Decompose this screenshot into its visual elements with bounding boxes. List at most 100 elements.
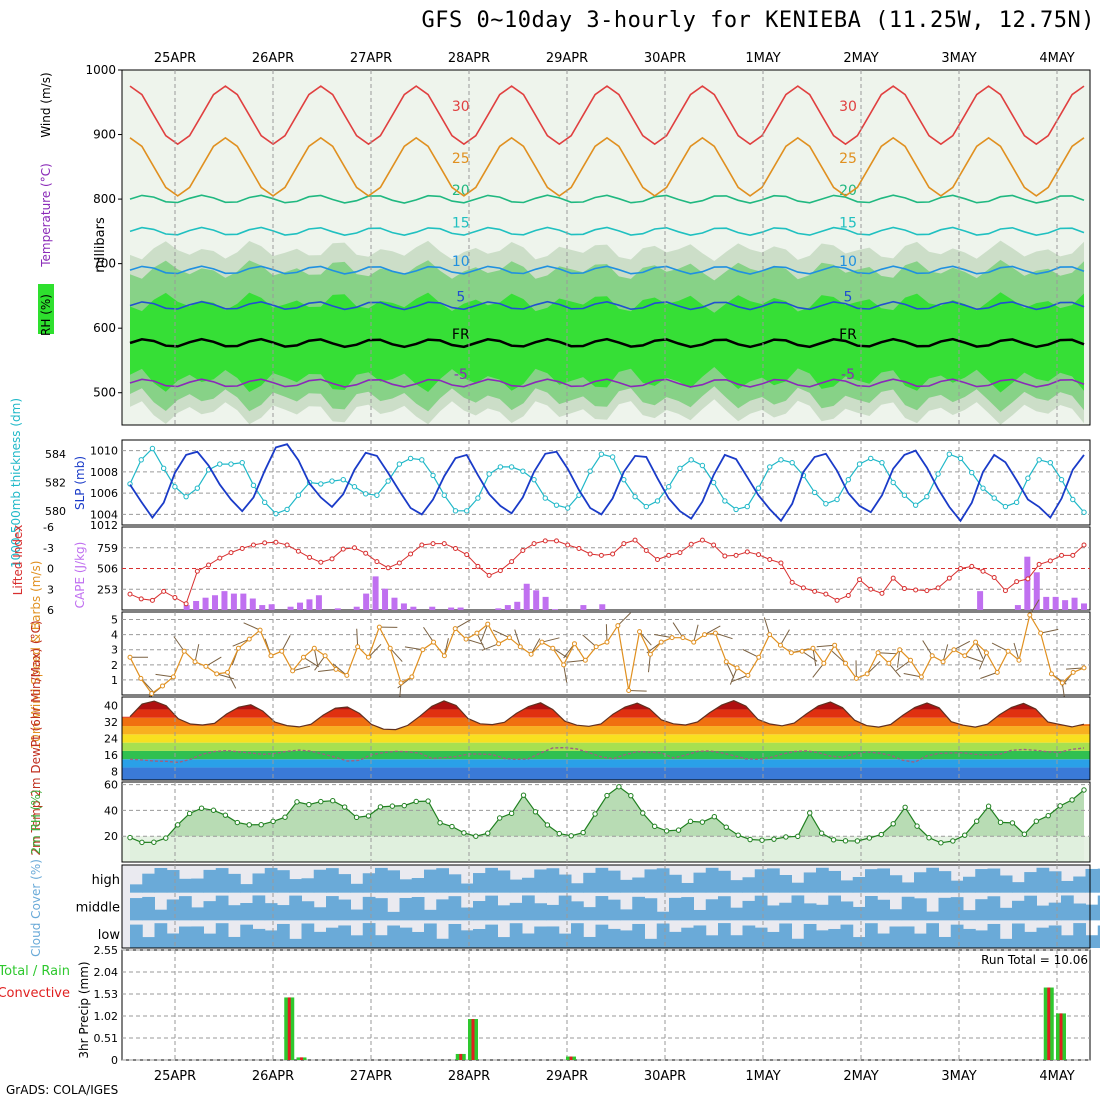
thickness-point-55	[744, 503, 750, 510]
wind-point-46	[626, 687, 632, 693]
cloud-1-7	[215, 895, 229, 921]
cloud-0-41	[632, 877, 645, 893]
rh2m-point-70	[962, 832, 968, 838]
cloud-0-34	[546, 868, 560, 893]
rh2m-point-25	[425, 798, 431, 804]
cape-axis-label: CAPE (J/kg)	[73, 542, 87, 609]
temp-band-3	[122, 742, 1090, 751]
wind-point-57	[745, 672, 751, 678]
li-point-5	[183, 601, 189, 607]
wind-point-29	[441, 653, 447, 659]
li-point-13	[273, 539, 279, 545]
wind-point-23	[376, 624, 382, 630]
cloud-1-9	[240, 903, 253, 921]
thickness-point-81	[1036, 457, 1042, 463]
cloud-1-45	[681, 897, 694, 921]
thickness-point-43	[609, 454, 616, 460]
rh2m-frame	[121, 781, 1091, 863]
rh2m-point-10	[246, 822, 252, 828]
wind-point-21	[355, 644, 361, 650]
cloud-0-50	[742, 877, 756, 893]
li-point-52	[711, 542, 717, 548]
temp-tick-3: 32	[104, 716, 118, 729]
rh2m-point-58	[818, 830, 825, 836]
isotherm-20	[129, 194, 1085, 204]
wind-barb-58	[742, 648, 759, 658]
cloud-2-74	[1036, 927, 1050, 948]
wind-barb-35	[492, 629, 510, 639]
cloud-0-60	[865, 869, 878, 893]
cloud-1-1	[142, 896, 155, 921]
cape-bar-96	[1033, 572, 1040, 610]
cloud-0-15	[313, 869, 327, 893]
cape-bar-15	[268, 604, 275, 610]
wind-point-18	[322, 653, 328, 659]
cloud-0-5	[191, 878, 204, 893]
cloud-0-2	[154, 868, 168, 893]
li-point-37	[542, 538, 548, 544]
bottom-date-4: 29APR	[546, 1069, 588, 1084]
cloud-0-58	[840, 880, 854, 893]
cloud-2-0	[130, 924, 143, 948]
thickness-point-59	[789, 459, 795, 466]
wind-point-3	[160, 683, 166, 689]
thickness-point-38	[553, 502, 560, 508]
cape-bar-8	[202, 597, 209, 610]
li-point-1	[138, 596, 144, 602]
rh2m-point-2	[151, 839, 157, 845]
cloud-0-66	[938, 871, 952, 893]
wind-point-79	[983, 650, 989, 656]
li-axis-label: Lifted Index	[11, 525, 25, 596]
li-point-49	[677, 550, 683, 556]
cloud-1-61	[877, 899, 890, 921]
cloud-2-36	[571, 923, 584, 948]
thickness-point-47	[654, 498, 661, 504]
li-point-80	[1025, 576, 1031, 582]
slp-axis-label: SLP (mb)	[73, 456, 87, 510]
cloud-1-17	[338, 899, 351, 921]
isotherm-label-FR-a: FR	[452, 327, 470, 343]
top-date-5: 30APR	[644, 51, 686, 66]
thickness-point-74	[957, 455, 964, 462]
wind-point-78	[973, 639, 979, 645]
cloud-2-40	[620, 930, 633, 948]
cloud-1-5	[191, 907, 204, 921]
wind-point-69	[875, 650, 881, 656]
wind-barb-52	[693, 624, 699, 643]
thickness-point-41	[587, 468, 593, 474]
cloud-2-56	[816, 930, 829, 948]
li-point-79	[1014, 579, 1020, 585]
cloud-2-31	[509, 923, 523, 948]
cloud-2-12	[277, 923, 290, 948]
li-point-43	[610, 551, 616, 557]
cloud-0-51	[754, 869, 768, 893]
cloud-2-71	[999, 938, 1013, 948]
cloud-2-76	[1061, 935, 1074, 948]
cloud-1-44	[669, 897, 682, 921]
li-point-66	[868, 586, 874, 592]
thickness-point-36	[531, 476, 537, 483]
cloud-0-16	[326, 868, 339, 893]
wind-barb-76	[953, 640, 971, 651]
li-point-51	[699, 537, 705, 543]
wind-tick-3: 4	[111, 629, 118, 642]
cloud-2-37	[583, 936, 596, 948]
top-date-1: 26APR	[252, 51, 294, 66]
cloud-2-10	[252, 928, 266, 948]
cloud-0-78	[1085, 868, 1099, 893]
wind-point-7	[203, 663, 209, 669]
isotherm-label-FR-b: FR	[839, 327, 857, 343]
cloud-0-62	[889, 875, 903, 893]
cloud-1-35	[558, 895, 572, 921]
li-point-84	[1070, 552, 1076, 558]
wind-barb-46	[628, 689, 647, 692]
wind-point-70	[886, 660, 892, 666]
cloud-0-26	[448, 874, 462, 893]
top-date-8: 3MAY	[941, 51, 976, 66]
wind-point-61	[788, 650, 794, 656]
cape-bar-100	[1071, 597, 1078, 610]
isotherm-25	[129, 136, 1085, 197]
li-point-64	[845, 592, 851, 598]
cloud-2-11	[264, 930, 278, 948]
wind-barb-77	[964, 655, 982, 663]
